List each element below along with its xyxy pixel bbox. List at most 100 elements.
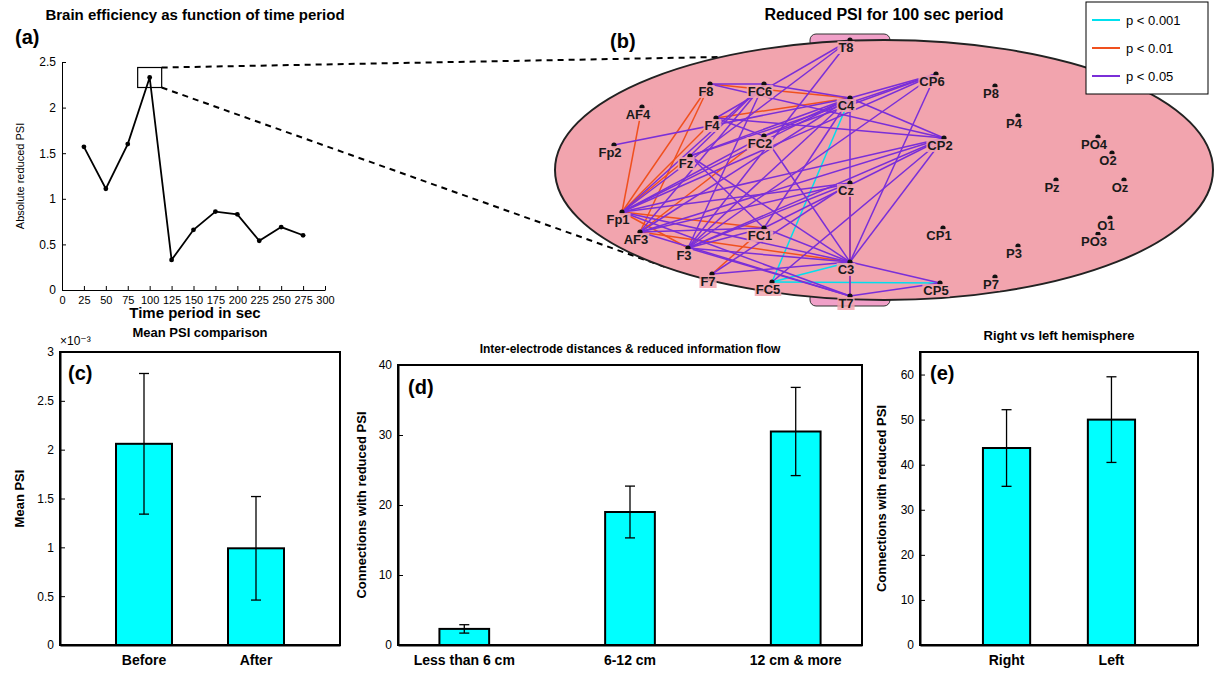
edges bbox=[614, 40, 944, 296]
error-cap bbox=[1106, 376, 1116, 377]
tick-mark bbox=[62, 199, 66, 200]
tick-label: 0 bbox=[49, 283, 56, 297]
electrode-label: T8 bbox=[838, 40, 853, 55]
tick: 100 bbox=[141, 286, 159, 306]
electrode-label: CP2 bbox=[927, 138, 952, 153]
tick-label: 6-12 cm bbox=[604, 652, 656, 668]
electrode-label: P3 bbox=[1006, 246, 1022, 261]
label-patch bbox=[755, 283, 782, 296]
tick-label: 2 bbox=[47, 443, 54, 457]
tick-label: 12 cm & more bbox=[750, 652, 842, 668]
connection bbox=[640, 84, 764, 232]
electrode-label: C3 bbox=[838, 262, 855, 277]
data-point bbox=[257, 238, 262, 243]
connection bbox=[690, 74, 936, 156]
tick: 75 bbox=[122, 286, 134, 306]
tick: 200 bbox=[229, 286, 247, 306]
axis-title: Time period in sec bbox=[129, 304, 260, 321]
connection bbox=[764, 136, 850, 262]
electrode-label: FC5 bbox=[756, 282, 781, 297]
electrode-label: Cz bbox=[838, 183, 854, 198]
legend-box bbox=[1086, 2, 1208, 94]
data-point bbox=[169, 258, 174, 263]
tick-mark bbox=[128, 286, 129, 290]
connection bbox=[850, 138, 944, 262]
connection bbox=[712, 183, 850, 274]
tick-mark bbox=[259, 286, 260, 290]
electrode-label: FC1 bbox=[748, 228, 773, 243]
electrode-label: FC2 bbox=[748, 136, 773, 151]
tick-label: After bbox=[240, 652, 273, 668]
tick: 50 bbox=[100, 286, 112, 306]
tick-mark bbox=[398, 365, 403, 366]
panel-4: 0102030405060RightLeftRight vs left hemi… bbox=[874, 328, 1199, 668]
label-patch bbox=[837, 184, 855, 197]
figure: 025507510012515017520022525027530000.511… bbox=[0, 0, 1214, 679]
electrode-label: P7 bbox=[983, 277, 999, 292]
label-patch bbox=[837, 297, 854, 310]
axis-title: Connections with reduced PSI bbox=[874, 405, 889, 592]
axis-line bbox=[399, 645, 863, 647]
label-patch bbox=[1080, 138, 1109, 151]
tick-label: 1 bbox=[47, 541, 54, 555]
error-bar bbox=[139, 373, 149, 514]
tick-label: 0 bbox=[907, 638, 914, 652]
connection bbox=[850, 74, 936, 262]
tick-mark bbox=[60, 547, 65, 548]
electrode-label: P4 bbox=[1006, 116, 1023, 131]
tick: 50 bbox=[901, 413, 925, 427]
axis-title: Mean PSI bbox=[12, 470, 27, 528]
connection bbox=[850, 262, 940, 283]
error-line bbox=[795, 387, 796, 475]
connection bbox=[688, 40, 850, 248]
tick: 150 bbox=[185, 286, 203, 306]
tick-label: 2 bbox=[49, 101, 56, 115]
tick-label: Right bbox=[989, 652, 1025, 668]
tick-label: 250 bbox=[272, 294, 290, 306]
electrode-label: F3 bbox=[676, 248, 691, 263]
axis-line bbox=[920, 353, 922, 646]
connection bbox=[764, 228, 850, 262]
axis-title: Connections with reduced PSI bbox=[354, 411, 369, 598]
axis-multiplier: ×10⁻³ bbox=[60, 334, 91, 348]
tick-label: 40 bbox=[901, 458, 915, 472]
electrode-label: FC6 bbox=[748, 84, 773, 99]
label-patch bbox=[703, 119, 721, 132]
error-line bbox=[255, 497, 256, 601]
data-point bbox=[82, 144, 87, 149]
label-patch bbox=[1005, 247, 1023, 260]
tick-label: 0.5 bbox=[37, 590, 54, 604]
tick-label: 60 bbox=[901, 368, 915, 382]
connection bbox=[622, 212, 850, 296]
label-patch bbox=[922, 284, 949, 297]
data-line bbox=[84, 78, 303, 260]
panel-label: (c) bbox=[68, 362, 92, 384]
label-patch bbox=[675, 249, 692, 262]
tick: 20 bbox=[379, 498, 403, 512]
tick: 20 bbox=[901, 548, 925, 562]
tick-mark bbox=[920, 465, 925, 466]
label-patch bbox=[678, 157, 695, 170]
connection bbox=[850, 98, 944, 138]
tick-mark bbox=[60, 352, 65, 353]
electrode-label: Fp1 bbox=[606, 212, 629, 227]
tick: 125 bbox=[163, 286, 181, 306]
tick-mark bbox=[84, 286, 85, 290]
legend-label: p < 0.05 bbox=[1126, 69, 1173, 84]
panel-label: (d) bbox=[408, 376, 434, 398]
label-patch bbox=[837, 99, 856, 112]
label-patch bbox=[926, 139, 953, 152]
tick-label: Less than 6 cm bbox=[414, 652, 515, 668]
label-patch bbox=[918, 75, 945, 88]
tick-mark bbox=[920, 375, 925, 376]
legend: p < 0.001p < 0.01p < 0.05 bbox=[1086, 2, 1208, 94]
tick: Before bbox=[122, 652, 167, 668]
tick: 30 bbox=[379, 428, 403, 442]
tick-label: 1.5 bbox=[39, 147, 56, 161]
label-patch bbox=[1080, 235, 1108, 248]
plot-frame bbox=[920, 352, 1198, 645]
tick-label: 30 bbox=[901, 503, 915, 517]
tick: 1 bbox=[47, 541, 65, 555]
tick: 0.5 bbox=[39, 238, 66, 252]
tick: 6-12 cm bbox=[604, 652, 656, 668]
